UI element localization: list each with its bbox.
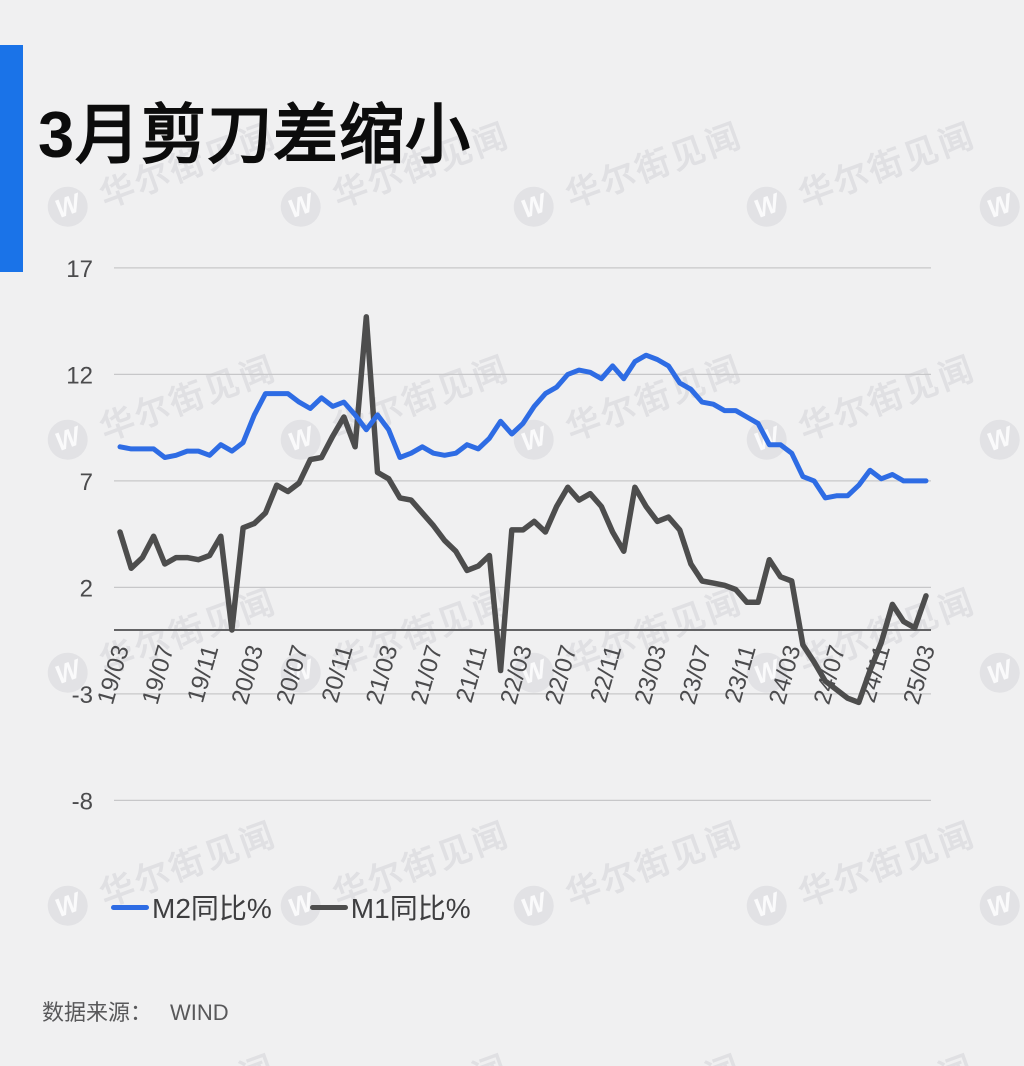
data-source-value: WIND	[170, 1000, 229, 1025]
y-axis-tick-label: 7	[80, 469, 93, 496]
series-line-m2	[117, 352, 929, 501]
y-axis-tick-label: -8	[72, 788, 93, 815]
legend-item-m1: M1同比%	[309, 887, 471, 927]
x-axis-tick-label: 23/03	[630, 642, 673, 707]
x-axis-tick-label: 19/07	[137, 642, 180, 707]
x-axis-tick-label: 20/07	[271, 642, 314, 707]
legend-label-m1: M1同比%	[350, 893, 471, 924]
x-axis-tick-label: 21/07	[406, 642, 449, 707]
x-axis-tick-label: 24/03	[764, 642, 807, 707]
x-axis-tick-label: 19/03	[92, 642, 135, 707]
data-source: 数据来源： WIND	[42, 995, 229, 1027]
x-axis-tick-label: 25/03	[898, 642, 941, 707]
x-axis-tick-label: 22/07	[540, 642, 583, 707]
series-line-m1	[117, 314, 929, 706]
y-axis-tick-label: 2	[80, 575, 93, 602]
legend-swatch-m2	[111, 904, 149, 910]
x-axis-tick-label: 23/11	[720, 642, 762, 705]
data-source-label: 数据来源：	[42, 1000, 153, 1025]
x-axis-tick-label: 23/07	[674, 642, 717, 707]
y-axis-tick-label: -3	[72, 682, 93, 709]
x-axis-tick-label: 20/03	[227, 642, 270, 707]
legend-swatch-m1	[309, 904, 348, 910]
y-axis-tick-label: 12	[66, 362, 93, 389]
legend-item-m2: M2同比%	[111, 887, 272, 927]
x-axis-tick-label: 21/11	[451, 642, 493, 705]
legend-label-m2: M2同比%	[152, 893, 272, 924]
page-title: 3月剪刀差缩小	[38, 98, 472, 171]
x-axis-tick-label: 20/11	[317, 642, 359, 705]
x-axis-tick-label: 21/03	[361, 642, 404, 707]
x-axis-tick-label: 22/11	[585, 642, 627, 705]
x-axis-tick-label: 19/11	[182, 642, 224, 705]
y-axis-tick-label: 17	[66, 256, 93, 283]
chart-legend: M2同比% M1同比%	[111, 887, 509, 927]
title-accent-bar	[0, 45, 23, 272]
